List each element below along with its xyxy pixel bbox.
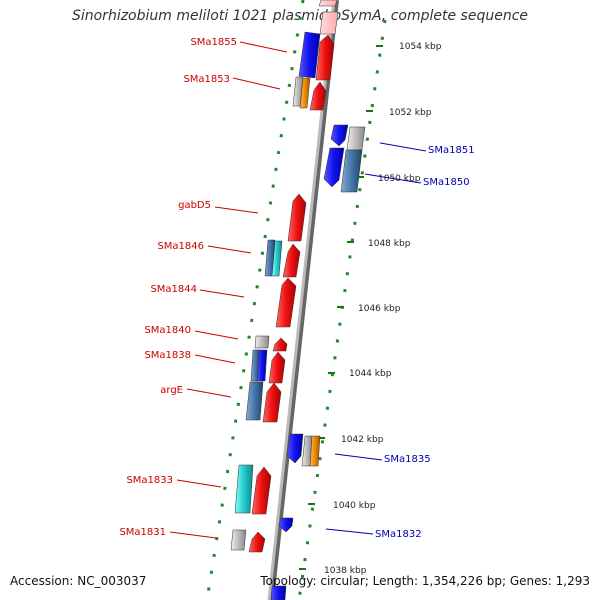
left-leaders	[169, 41, 288, 539]
gene-label[interactable]: SMa1853	[183, 74, 230, 85]
gene-label[interactable]: SMa1840	[144, 325, 191, 336]
map-title: Sinorhizobium meliloti 1021 plasmid pSym…	[71, 8, 529, 24]
gene-label[interactable]: gabD5	[178, 200, 211, 211]
gene-arrow	[318, 0, 338, 7]
gene-arrow	[286, 433, 304, 464]
gene-label[interactable]: SMa1838	[144, 350, 191, 361]
scale-label: 1040 kbp	[333, 501, 376, 511]
gene-label[interactable]: SMa1855	[190, 37, 237, 48]
gene-label[interactable]: SMa1831	[119, 527, 166, 538]
gene-arrow	[340, 149, 363, 193]
scale-label: 1050 kbp	[378, 174, 421, 184]
gene-arrow	[271, 240, 283, 277]
gene-arrow	[309, 435, 321, 467]
gene-arrow	[282, 243, 301, 278]
backbone-shadow	[268, 0, 339, 600]
scale-label: 1048 kbp	[368, 239, 411, 249]
gene-arrow	[272, 337, 288, 352]
genes-forward	[230, 0, 339, 600]
right-leaders	[325, 142, 427, 535]
gene-arrow	[245, 381, 264, 421]
scale-label: 1042 kbp	[341, 435, 384, 445]
gene-arrow	[309, 81, 327, 111]
gene-arrow	[270, 585, 287, 600]
scale-label: 1052 kbp	[389, 108, 432, 118]
gene-arrow	[268, 351, 286, 384]
gene-label[interactable]: SMa1835	[384, 454, 431, 465]
scale-label: 1038 kbp	[324, 566, 367, 576]
accession-label: Accession: NC_003037	[10, 574, 147, 588]
gene-label[interactable]: argE	[160, 385, 183, 396]
genes-reverse	[278, 124, 366, 533]
gene-label[interactable]: SMa1833	[126, 475, 173, 486]
gene-arrow	[230, 529, 247, 551]
gene-label[interactable]: SMa1832	[375, 529, 422, 540]
gene-arrow	[234, 464, 254, 514]
gene-arrow	[262, 382, 282, 423]
scale-label: 1044 kbp	[349, 369, 392, 379]
gene-arrow	[323, 147, 345, 188]
gene-label[interactable]: SMa1851	[428, 145, 475, 156]
gene-arrow	[319, 11, 339, 35]
scale-label: 1054 kbp	[399, 42, 442, 52]
gene-label[interactable]: SMa1846	[157, 241, 204, 252]
gene-arrow	[254, 335, 270, 349]
gene-label[interactable]: SMa1850	[423, 177, 470, 188]
gene-arrow	[287, 193, 307, 242]
gene-arrow	[251, 466, 272, 515]
gene-label[interactable]: SMa1844	[150, 284, 197, 295]
gene-arrow	[346, 126, 366, 151]
gene-arrow	[330, 124, 349, 147]
scale-label: 1046 kbp	[358, 304, 401, 314]
gene-arrow	[248, 531, 266, 553]
gene-arrow	[298, 31, 321, 79]
gene-arrow	[278, 517, 294, 533]
summary-label: Topology: circular; Length: 1,354,226 bp…	[260, 574, 590, 588]
gene-arrow	[299, 77, 311, 109]
gene-arrow	[315, 34, 335, 81]
gene-arrow	[256, 349, 268, 382]
gene-arrow	[275, 277, 297, 328]
